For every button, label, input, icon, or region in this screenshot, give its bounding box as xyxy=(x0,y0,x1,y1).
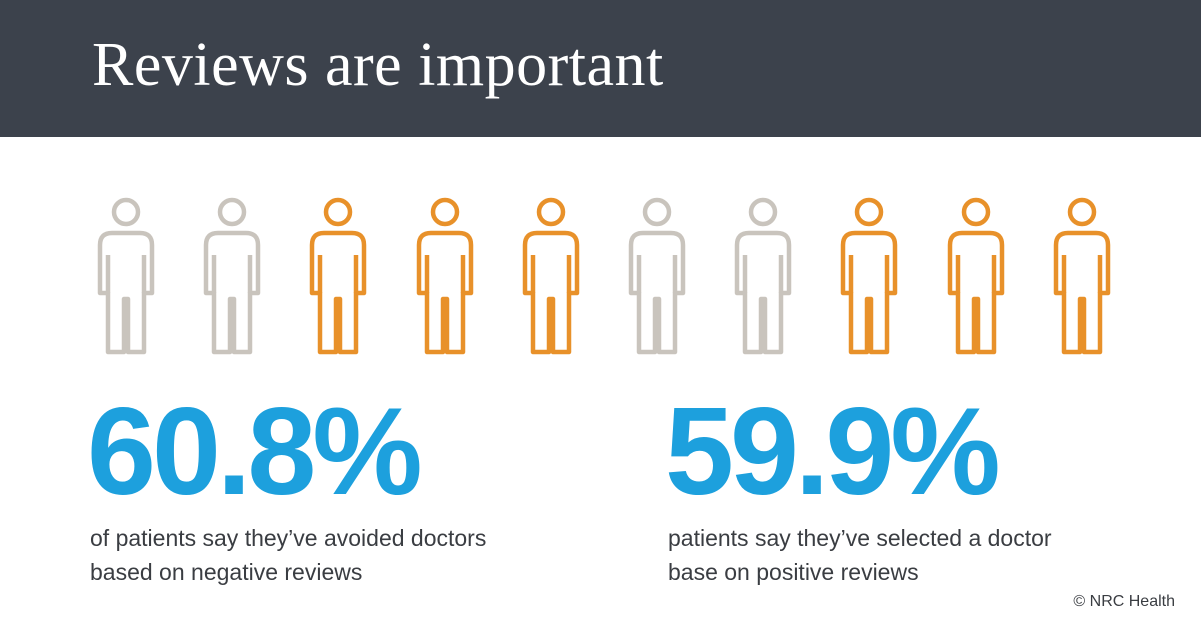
person-icon xyxy=(625,195,689,355)
person-icon xyxy=(1050,195,1114,355)
stat-value-selected: 59.9% xyxy=(665,383,1001,521)
person-figures-row xyxy=(0,195,1201,360)
person-icon xyxy=(519,195,583,355)
stat-description-selected: patients say they’ve selected a doctor b… xyxy=(668,521,1138,589)
stat-description-avoided: of patients say they’ve avoided doctors … xyxy=(90,521,560,589)
person-icon xyxy=(306,195,370,355)
stat-value-avoided: 60.8% xyxy=(87,383,423,521)
person-icon xyxy=(944,195,1008,355)
person-icon xyxy=(200,195,264,355)
copyright-credit: © NRC Health xyxy=(1073,593,1175,610)
stat-description-line: of patients say they’ve avoided doctors xyxy=(90,525,487,551)
person-icon xyxy=(413,195,477,355)
page-title: Reviews are important xyxy=(92,31,664,99)
header-banner: Reviews are important xyxy=(0,0,1201,137)
stat-description-line: base on positive reviews xyxy=(668,559,919,585)
person-icon xyxy=(837,195,901,355)
stat-description-line: based on negative reviews xyxy=(90,559,363,585)
stat-description-line: patients say they’ve selected a doctor xyxy=(668,525,1052,551)
person-icon xyxy=(94,195,158,355)
person-icon xyxy=(731,195,795,355)
